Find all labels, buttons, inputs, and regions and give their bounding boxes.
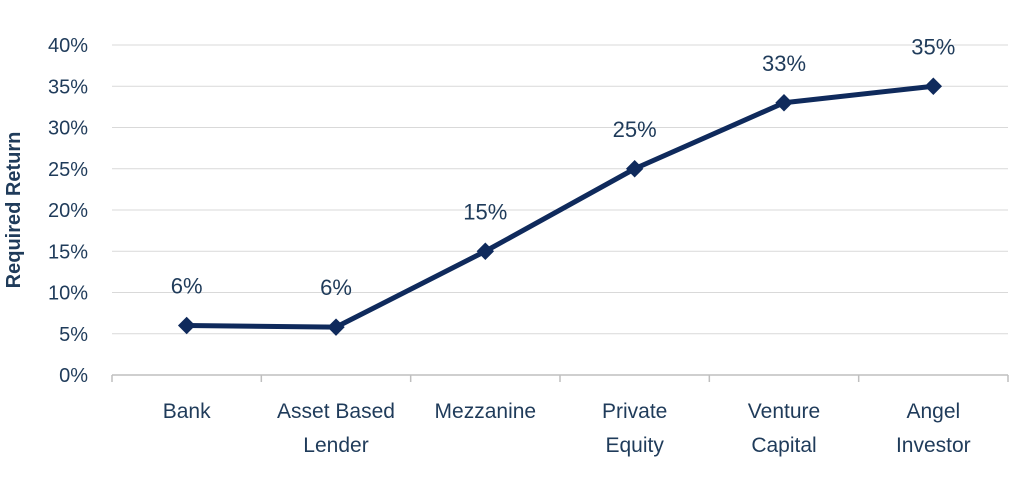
series-line-path	[184, 83, 936, 330]
series-line	[177, 77, 943, 336]
x-tick-label: Venture Capital	[748, 400, 820, 457]
y-tick-label: 5%	[59, 324, 88, 346]
y-tick-label: 40%	[48, 35, 88, 57]
data-label: 6%	[171, 274, 203, 299]
y-tick-label: 10%	[48, 283, 88, 305]
y-tick-label: 15%	[48, 241, 88, 263]
data-point-marker	[327, 318, 345, 336]
data-label: 35%	[911, 34, 955, 59]
x-tick-label: Asset Based Lender	[277, 400, 395, 457]
data-label: 25%	[613, 117, 657, 142]
y-tick-label: 0%	[59, 365, 88, 387]
data-label: 6%	[320, 275, 352, 300]
data-point-marker	[625, 160, 644, 178]
y-tick-label: 20%	[48, 200, 88, 222]
data-point-marker	[775, 94, 793, 112]
y-tick-label: 30%	[48, 118, 88, 140]
y-tick-label: 35%	[48, 76, 88, 98]
data-label: 33%	[762, 51, 806, 76]
x-tick-label: Private Equity	[602, 400, 667, 457]
data-point-marker	[177, 316, 196, 335]
x-tick-label: Angel Investor	[896, 400, 971, 457]
x-tick-label: Bank	[163, 400, 211, 423]
x-axis-labels: Bank Asset Based Lender Mezzanine Private Equ…	[163, 400, 971, 457]
y-axis-ticks: 0% 5% 10% 15% 20% 25% 30% 35% 40%	[48, 35, 88, 387]
data-label: 15%	[463, 199, 507, 224]
data-point-marker	[476, 242, 495, 260]
y-axis-title: Required Return	[3, 132, 25, 289]
gridlines	[112, 44, 1008, 335]
data-labels: 6% 6% 15% 25% 33% 35%	[171, 34, 956, 300]
y-tick-label: 25%	[48, 159, 88, 181]
x-tick-label: Mezzanine	[435, 400, 537, 423]
x-axis	[111, 374, 1009, 382]
data-point-marker	[924, 77, 943, 95]
